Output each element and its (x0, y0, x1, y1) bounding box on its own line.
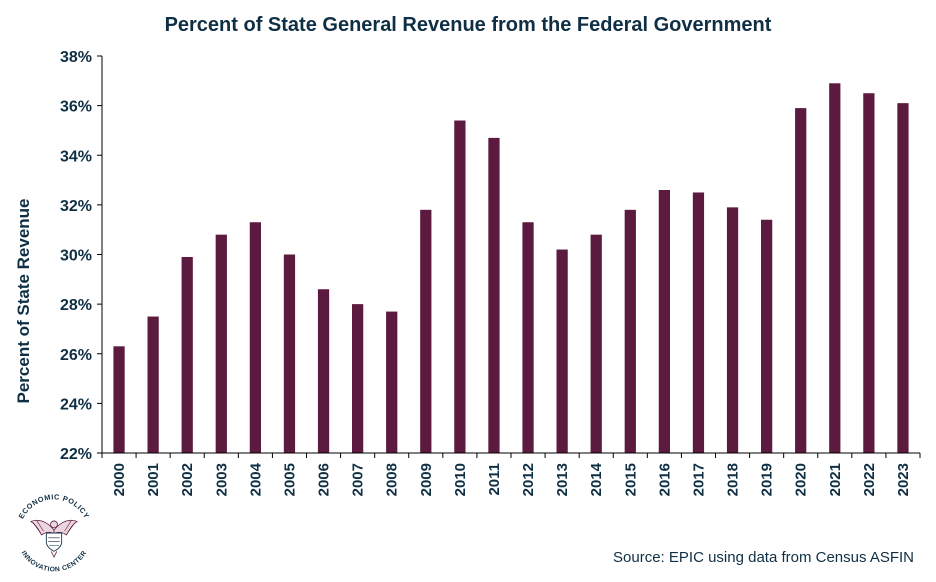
bar-2005 (283, 254, 296, 453)
eagle-icon (30, 519, 78, 558)
y-tick-label: 36% (60, 99, 92, 116)
source-note: Source: EPIC using data from Census ASFI… (613, 549, 914, 566)
x-tick-label: 2022 (861, 463, 878, 496)
x-tick-label: 2015 (622, 463, 639, 496)
bar-2015 (624, 209, 636, 453)
x-tick-label: 2007 (350, 463, 367, 496)
logo-top-text: ECONOMIC POLICY (17, 492, 91, 520)
bar-2001 (147, 316, 159, 453)
bar-2023 (897, 103, 909, 454)
y-tick-label: 38% (60, 49, 92, 66)
y-tick-label: 32% (60, 198, 92, 215)
y-tick-label: 22% (60, 446, 92, 463)
bar-2019 (761, 219, 773, 453)
bar-2008 (386, 311, 398, 453)
bar-2014 (590, 234, 602, 453)
bar-2017 (692, 192, 705, 453)
bar-2013 (556, 249, 568, 453)
y-tick-label: 34% (60, 148, 92, 165)
y-axis-label: Percent of State Revenue (14, 198, 33, 403)
y-axis-ticks: 22% 24% 26% 28% 30% 32% 34% 36% 38% (60, 49, 102, 463)
x-tick-label: 2002 (179, 463, 196, 496)
x-tick-label: 2000 (111, 463, 128, 496)
x-tick-label: 2019 (759, 463, 776, 496)
y-tick-label: 30% (60, 248, 92, 265)
bar-2016 (658, 189, 670, 454)
x-tick-label: 2016 (656, 463, 673, 496)
bar-2006 (317, 289, 330, 453)
bar-2009 (420, 209, 432, 453)
x-tick-label: 2001 (145, 463, 162, 496)
x-tick-label: 2005 (281, 463, 298, 496)
x-tick-label: 2011 (486, 463, 503, 496)
logo-bottom-text: INNOVATION CENTER (20, 550, 88, 574)
x-axis-ticks: 2000 2001 2002 2003 2004 2005 2006 2007 2008 2009… (101, 453, 921, 496)
bars (113, 83, 909, 454)
svg-text:ECONOMIC POLICY: ECONOMIC POLICY (17, 492, 92, 520)
svg-text:INNOVATION CENTER: INNOVATION CENTER (20, 550, 89, 574)
x-tick-label: 2013 (554, 463, 571, 496)
x-tick-label: 2012 (520, 463, 537, 496)
bar-2022 (863, 93, 875, 453)
bar-2018 (726, 207, 739, 453)
x-tick-label: 2008 (384, 463, 401, 496)
bar-2000 (113, 346, 125, 453)
chart-title: Percent of State General Revenue from th… (164, 14, 772, 36)
x-tick-label: 2021 (827, 463, 844, 496)
bar-2021 (829, 83, 841, 453)
bar-2002 (181, 256, 193, 453)
x-tick-label: 2009 (418, 463, 435, 496)
epic-logo: ECONOMIC POLICY INNOVATION CENTER (17, 492, 92, 574)
x-tick-label: 2014 (588, 462, 605, 496)
bar-2020 (795, 108, 807, 453)
bar-2010 (454, 120, 466, 453)
bar-2004 (249, 222, 261, 453)
bar-2007 (352, 304, 364, 453)
bar-2003 (215, 234, 227, 453)
x-tick-label: 2006 (316, 463, 333, 496)
bar-2011 (488, 137, 500, 453)
y-tick-label: 26% (60, 347, 92, 364)
x-tick-label: 2020 (793, 463, 810, 496)
x-tick-label: 2017 (690, 463, 707, 496)
y-tick-label: 28% (60, 297, 92, 314)
x-tick-label: 2010 (452, 463, 469, 496)
x-tick-label: 2023 (895, 463, 912, 496)
x-tick-label: 2004 (247, 462, 264, 496)
x-tick-label: 2018 (725, 463, 742, 496)
x-tick-label: 2003 (213, 463, 230, 496)
y-tick-label: 24% (60, 396, 92, 413)
bar-2012 (522, 222, 534, 453)
